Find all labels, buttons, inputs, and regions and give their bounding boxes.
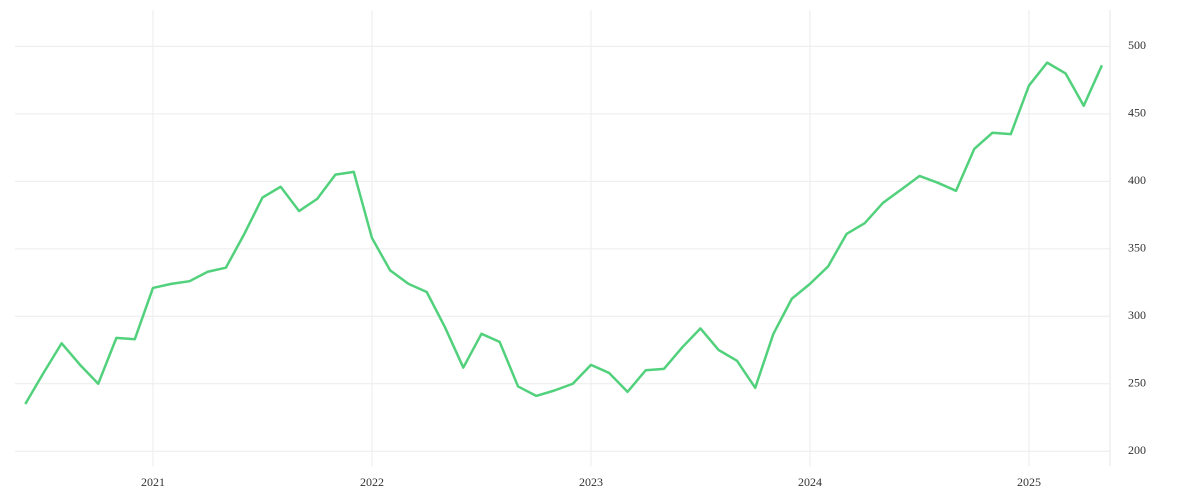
y-tick-label: 450 (1128, 106, 1146, 120)
line (24, 61, 1104, 405)
x-tick-label: 2021 (141, 475, 165, 489)
x-tick-label: 2022 (360, 475, 384, 489)
y-tick-label: 200 (1128, 443, 1146, 457)
y-tick-label: 350 (1128, 241, 1146, 255)
y-tick-label: 400 (1128, 173, 1146, 187)
x-tick-label: 2025 (1017, 475, 1041, 489)
x-tick-label: 2023 (579, 475, 603, 489)
x-tick-label: 2024 (798, 475, 822, 489)
y-tick-label: 300 (1128, 308, 1146, 322)
y-tick-label: 250 (1128, 375, 1146, 389)
y-tick-label: 500 (1128, 38, 1146, 52)
